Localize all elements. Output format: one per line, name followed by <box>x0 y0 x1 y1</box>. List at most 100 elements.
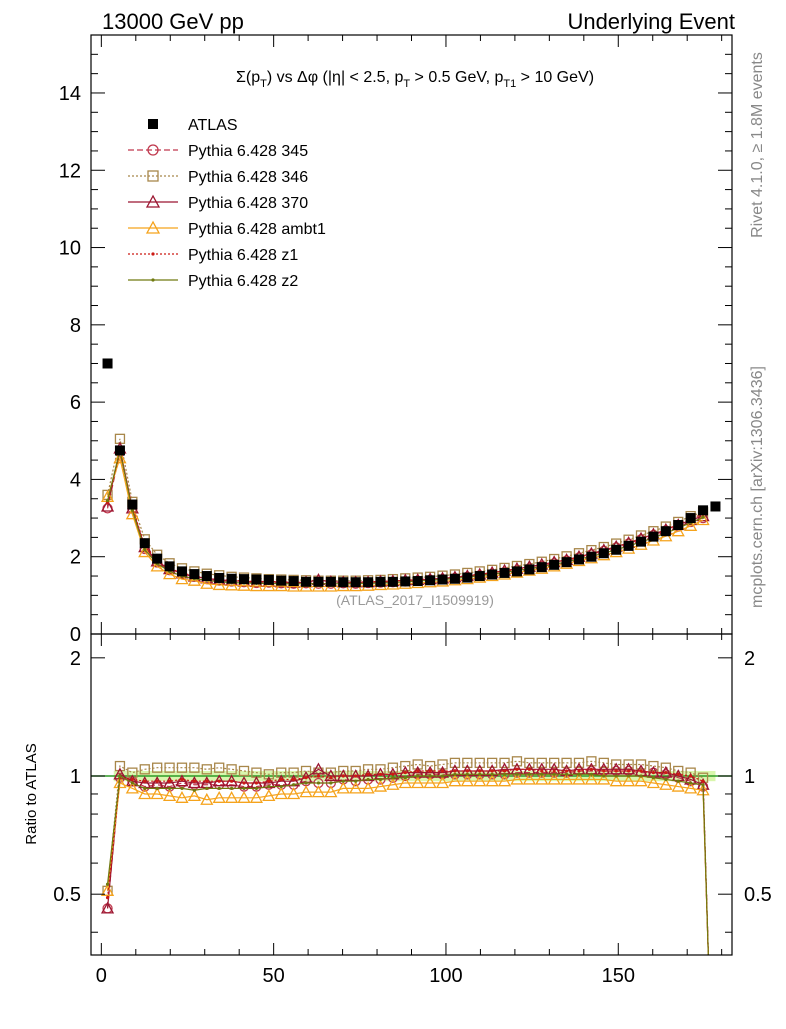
ratio-point-pythia-6-428-z1-12 <box>254 781 259 785</box>
y-tick-label-0: 0 <box>70 624 81 646</box>
ratio-point-pythia-6-428-z2-44 <box>651 776 656 780</box>
ratio-point-pythia-6-428-370-2 <box>125 774 139 787</box>
ratio-point-pythia-6-428-z1-35 <box>540 769 544 773</box>
point-pythia-6-428-ambt1-2 <box>125 507 139 520</box>
line-pythia-6-428-370 <box>106 448 704 584</box>
point-pythia-6-428-ambt1-10 <box>225 578 239 591</box>
legend-marker-pythia-6-428-370 <box>145 194 161 208</box>
ratio-point-pythia-6-428-346-28 <box>449 757 461 769</box>
point-pythia-6-428-ambt1-1 <box>113 451 127 464</box>
point-atlas-6 <box>176 566 187 577</box>
ratio-point-pythia-6-428-ambt1-47 <box>684 781 698 794</box>
ratio-line-pythia-6-428-345 <box>106 770 709 955</box>
ratio-point-pythia-6-428-ambt1-19 <box>336 781 350 794</box>
ratio-point-pythia-6-428-z1-14 <box>279 777 283 782</box>
ratio-point-pythia-6-428-ambt1-6 <box>175 790 189 803</box>
ratio-point-pythia-6-428-346-44 <box>648 760 659 772</box>
ratio-point-pythia-6-428-z1-25 <box>416 769 420 773</box>
ratio-point-pythia-6-428-ambt1-36 <box>547 772 561 785</box>
ratio-point-pythia-6-428-346-16 <box>300 765 312 777</box>
y-tick-label-6: 6 <box>70 392 81 414</box>
line-pythia-6-428-z1 <box>106 452 704 583</box>
ratio-point-pythia-6-428-z2-7 <box>192 788 196 792</box>
point-atlas-7 <box>189 569 200 580</box>
ratio-point-pythia-6-428-ambt1-29 <box>460 774 474 787</box>
point-pythia-6-428-ambt1-13 <box>262 579 276 592</box>
ratio-point-pythia-6-428-ambt1-11 <box>237 790 251 803</box>
ratio-line-pythia-6-428-ambt1 <box>106 778 709 955</box>
ratio-point-pythia-6-428-z1-41 <box>614 769 618 773</box>
ratio-panel-frame <box>90 633 733 956</box>
ratio-point-pythia-6-428-ambt1-0 <box>100 883 115 896</box>
ratio-point-pythia-6-428-z2-0 <box>105 882 110 886</box>
ratio-point-pythia-6-428-370-41 <box>609 762 623 775</box>
legend-label-atlas: ATLAS <box>188 117 238 134</box>
ratio-point-pythia-6-428-z2-48 <box>701 783 705 787</box>
ratio-point-pythia-6-428-z2-45 <box>664 777 668 782</box>
legend-marker-atlas <box>148 119 158 129</box>
ratio-point-pythia-6-428-346-6 <box>176 762 188 773</box>
ratio-point-pythia-6-428-z1-33 <box>515 767 519 771</box>
ratio-point-pythia-6-428-ambt1-45 <box>659 777 673 790</box>
title-part-2: ) vs Δφ (|η| < 2.5, p <box>267 69 404 86</box>
point-pythia-6-428-ambt1-47 <box>684 518 698 531</box>
ratio-point-pythia-6-428-346-14 <box>276 767 287 778</box>
ratio-point-pythia-6-428-ambt1-28 <box>448 774 462 787</box>
point-atlas-20 <box>350 577 361 588</box>
ratio-point-pythia-6-428-ambt1-17 <box>311 785 326 798</box>
ratio-point-pythia-6-428-ambt1-27 <box>435 776 450 789</box>
ratio-point-pythia-6-428-z1-38 <box>577 769 581 773</box>
ratio-point-pythia-6-428-346-39 <box>586 756 597 767</box>
ratio-point-pythia-6-428-ambt1-22 <box>373 779 388 792</box>
ratio-point-pythia-6-428-z2-15 <box>292 783 296 787</box>
ratio-point-pythia-6-428-ambt1-46 <box>671 779 685 792</box>
ratio-point-pythia-6-428-z1-26 <box>428 769 432 773</box>
ratio-point-pythia-6-428-z2-27 <box>440 774 445 778</box>
ratio-point-pythia-6-428-z2-17 <box>316 781 321 785</box>
ratio-point-pythia-6-428-z1-4 <box>155 779 159 783</box>
point-atlas-15 <box>288 576 299 587</box>
ratio-point-pythia-6-428-z1-6 <box>180 777 184 782</box>
ratio-point-pythia-6-428-ambt1-14 <box>274 787 288 800</box>
point-atlas-41 <box>611 544 622 555</box>
ratio-y-label-left-0.5: 0.5 <box>53 884 81 906</box>
point-pythia-6-428-ambt1-9 <box>212 578 226 591</box>
title-part-1: Σ(p <box>236 69 260 86</box>
ratio-point-pythia-6-428-z2-41 <box>614 774 618 778</box>
ratio-point-pythia-6-428-370-6 <box>175 774 189 787</box>
ratio-point-pythia-6-428-z1-30 <box>478 769 482 773</box>
y-tick-label-12: 12 <box>59 160 81 182</box>
x-tick-label-50: 50 <box>263 965 285 987</box>
ratio-point-pythia-6-428-ambt1-4 <box>150 787 164 800</box>
ratio-point-pythia-6-428-z2-46 <box>676 779 680 783</box>
point-atlas-9 <box>214 572 225 583</box>
ratio-point-pythia-6-428-ambt1-37 <box>559 772 574 785</box>
header-right: Underlying Event <box>567 9 735 34</box>
ratio-point-pythia-6-428-346-5 <box>164 762 175 773</box>
ratio-point-pythia-6-428-z1-48 <box>701 779 705 783</box>
ratio-point-pythia-6-428-z1-36 <box>552 769 556 773</box>
point-atlas-40 <box>598 548 609 559</box>
ratio-point-pythia-6-428-ambt1-43 <box>634 774 648 787</box>
ratio-point-pythia-6-428-z1-47 <box>689 774 693 778</box>
ratio-point-pythia-6-428-z2-4 <box>155 786 159 790</box>
ratio-point-pythia-6-428-z2-5 <box>167 786 172 790</box>
point-pythia-6-428-ambt1-6 <box>175 572 189 585</box>
ratio-point-pythia-6-428-ambt1-1 <box>113 776 127 789</box>
ratio-point-pythia-6-428-346-38 <box>573 757 585 769</box>
point-atlas-34 <box>524 564 535 575</box>
ratio-point-pythia-6-428-346-36 <box>549 757 560 769</box>
point-atlas-21 <box>363 577 374 588</box>
ratio-point-pythia-6-428-346-40 <box>598 757 609 769</box>
ratio-point-pythia-6-428-z1-5 <box>167 779 172 783</box>
ratio-point-pythia-6-428-346-9 <box>214 762 225 773</box>
point-pythia-6-428-ambt1-7 <box>187 573 201 586</box>
point-pythia-6-428-z2-3 <box>143 548 147 552</box>
point-pythia-6-428-ambt1-8 <box>200 576 214 589</box>
point-pythia-6-428-ambt1-48 <box>696 513 710 526</box>
ratio-line-pythia-6-428-z1 <box>106 768 709 955</box>
ratio-point-pythia-6-428-z1-10 <box>230 779 234 783</box>
x-tick-label-0: 0 <box>96 965 107 987</box>
point-atlas-11 <box>239 574 250 585</box>
legend-label-pythia-6-428-370: Pythia 6.428 370 <box>188 195 308 212</box>
